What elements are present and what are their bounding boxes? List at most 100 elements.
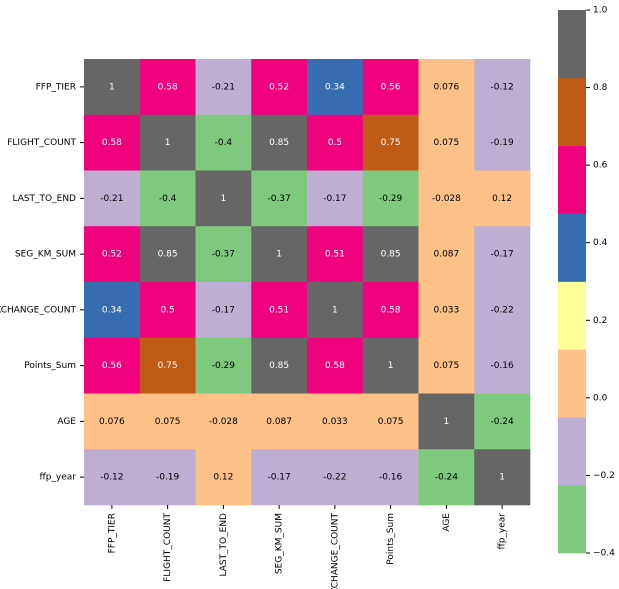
cell <box>362 114 419 171</box>
cell <box>195 337 252 394</box>
cell-label: -0.37 <box>212 250 235 260</box>
cell-label: -0.21 <box>212 82 235 92</box>
cell <box>251 393 308 450</box>
cell <box>474 59 531 116</box>
cell-label: 0.076 <box>99 417 125 427</box>
cell <box>474 114 531 171</box>
cell-label: 0.58 <box>102 138 122 148</box>
cell <box>84 114 141 171</box>
cell-label: 0.85 <box>158 250 178 260</box>
cell <box>307 282 364 339</box>
cell <box>195 170 252 227</box>
cell-label: 0.12 <box>492 194 512 204</box>
cell <box>84 59 141 116</box>
cell-label: 0.85 <box>381 250 401 260</box>
cell <box>139 449 196 506</box>
colorbar-segment <box>558 213 586 282</box>
cell <box>362 226 419 283</box>
colorbar-segment <box>558 485 586 554</box>
cell <box>307 114 364 171</box>
cell <box>474 282 531 339</box>
cell <box>307 59 364 116</box>
colorbar-segment <box>558 77 586 147</box>
cell-label: -0.24 <box>435 473 459 483</box>
cell-label: 0.5 <box>160 305 174 315</box>
cell-label: -0.16 <box>379 473 403 483</box>
cell <box>418 114 475 171</box>
cell <box>195 449 252 506</box>
colorbar-tick-label: 0.6 <box>593 161 608 171</box>
colorbar-segment <box>558 349 586 418</box>
cell-label: 0.75 <box>381 138 401 148</box>
y-tick-label: Points_Sum <box>24 361 76 371</box>
cell <box>418 59 475 116</box>
cell-label: 0.075 <box>155 417 181 427</box>
cell-label: -0.22 <box>323 473 346 483</box>
cell <box>139 59 196 116</box>
cell-label: -0.16 <box>490 361 514 371</box>
colorbar-tick-label: −0.2 <box>593 471 615 481</box>
colorbar-tick-label: 0.0 <box>593 393 608 403</box>
cell <box>362 59 419 116</box>
cell-label: 0.075 <box>378 417 404 427</box>
cell-label: 0.58 <box>381 305 401 315</box>
cell-label: 1 <box>388 361 394 371</box>
y-tick-label: SEG_KM_SUM <box>15 250 76 260</box>
cell <box>84 449 141 506</box>
cell-label: -0.4 <box>159 194 177 204</box>
y-tick-label: ffp_year <box>40 473 77 483</box>
cell <box>84 226 141 283</box>
cell-label: 0.34 <box>102 305 122 315</box>
cell <box>139 226 196 283</box>
colorbar-segment <box>558 145 586 214</box>
cell <box>139 114 196 171</box>
cell <box>474 226 531 283</box>
cell <box>474 170 531 227</box>
cell <box>195 282 252 339</box>
cell-label: 1 <box>499 473 505 483</box>
x-tick-label: EXCHANGE_COUNT <box>330 512 340 589</box>
y-tick-label: LAST_TO_END <box>12 194 76 204</box>
cell-label: 0.85 <box>269 138 289 148</box>
cell-label: -0.17 <box>490 250 513 260</box>
cell-label: 0.5 <box>328 138 342 148</box>
cell-label: -0.21 <box>100 194 123 204</box>
cell-label: 0.52 <box>269 82 289 92</box>
x-tick-label: Points_Sum <box>386 513 396 565</box>
cell <box>251 170 308 227</box>
cell-label: 0.85 <box>269 361 289 371</box>
cell <box>418 226 475 283</box>
cell-label: 0.58 <box>325 361 345 371</box>
cell <box>251 282 308 339</box>
colorbar-segment <box>558 10 586 79</box>
cell <box>307 170 364 227</box>
colorbar-tick-label: 0.2 <box>593 316 607 326</box>
cell <box>84 282 141 339</box>
cell-label: 0.075 <box>433 361 459 371</box>
cell <box>195 226 252 283</box>
cell <box>84 170 141 227</box>
cell <box>139 170 196 227</box>
cell <box>418 393 475 450</box>
cell <box>84 393 141 450</box>
x-tick-label: ffp_year <box>498 513 508 550</box>
cell <box>362 170 419 227</box>
cell-label: 0.51 <box>269 305 289 315</box>
cell-label: -0.028 <box>209 417 238 427</box>
colorbar-tick-label: 0.8 <box>593 83 608 93</box>
y-tick-label: EXCHANGE_COUNT <box>0 305 77 315</box>
colorbar-segment <box>558 281 586 350</box>
cell-label: -0.4 <box>215 138 233 148</box>
cell <box>251 59 308 116</box>
cell-label: 0.075 <box>433 138 459 148</box>
y-tick-label: FLIGHT_COUNT <box>7 138 76 148</box>
cell <box>84 337 141 394</box>
cell <box>139 282 196 339</box>
cell <box>307 449 364 506</box>
cell <box>307 226 364 283</box>
cell-label: -0.19 <box>156 473 180 483</box>
cell-label: 0.52 <box>102 250 122 260</box>
cell-label: -0.29 <box>379 194 403 204</box>
cell <box>362 449 419 506</box>
